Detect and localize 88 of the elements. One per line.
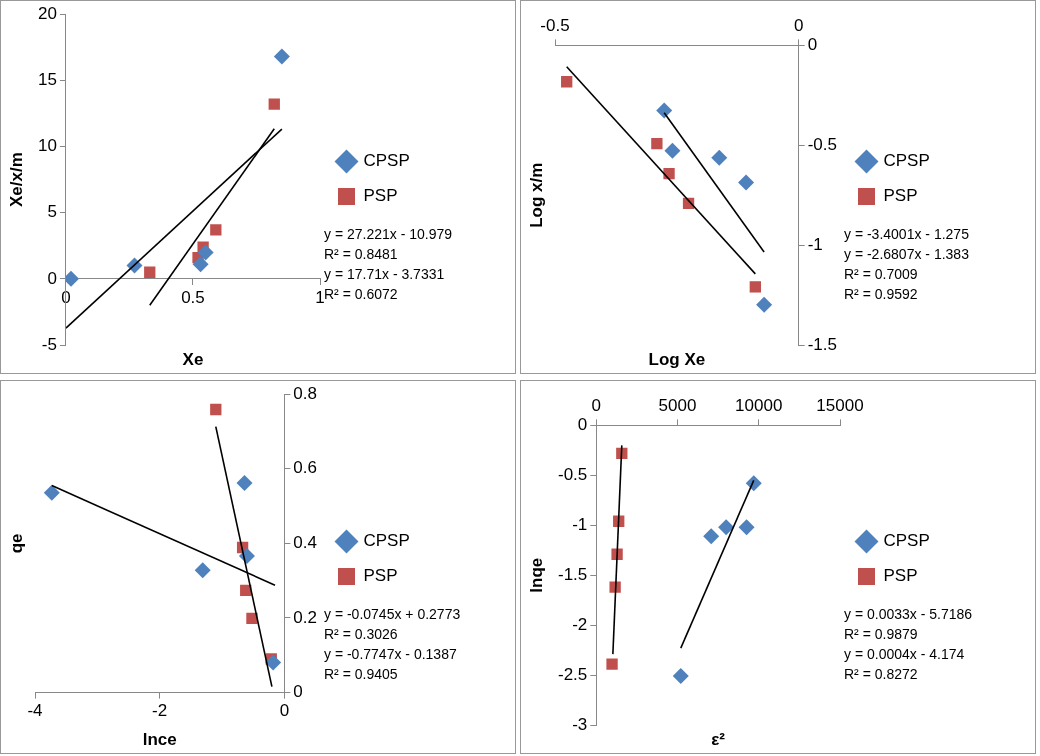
y-tick-label: 0 — [293, 682, 303, 702]
y-tick-label: -1 — [807, 234, 823, 254]
legend-label: PSP — [363, 566, 398, 586]
y-tick-label: 0.6 — [293, 458, 318, 478]
y-tick-label: -1.5 — [807, 334, 837, 354]
y-tick-label: -3 — [572, 714, 588, 734]
x-tick-label: 5000 — [658, 395, 697, 415]
point — [656, 102, 673, 119]
y-tick-label: 0.4 — [293, 533, 318, 553]
point — [749, 281, 761, 293]
legend-label: CPSP — [883, 531, 930, 551]
text: R² = 0.9879 — [844, 625, 918, 642]
point — [194, 562, 211, 579]
x-axis-title: Xe — [182, 350, 204, 370]
point — [738, 174, 755, 191]
legend-label: PSP — [883, 186, 918, 206]
point — [711, 149, 728, 166]
text: R² = 0.8481 — [324, 245, 398, 262]
point — [265, 654, 282, 671]
y-tick-label: 0 — [47, 268, 57, 288]
point — [210, 403, 222, 416]
point — [651, 138, 663, 150]
text: y = 27.221x - 10.979 — [324, 225, 453, 242]
legend-label: CPSP — [363, 151, 410, 171]
y-axis-title: Log x/m — [526, 162, 546, 228]
point — [756, 296, 773, 313]
text: R² = 0.7009 — [844, 265, 918, 282]
x-tick-label: 0.5 — [181, 287, 205, 307]
legend-label: PSP — [883, 566, 918, 586]
y-tick-label: -1.5 — [558, 564, 588, 584]
y-tick-label: -5 — [41, 334, 57, 354]
text: y = -0.7747x - 0.1387 — [324, 645, 457, 662]
text: R² = 0.9592 — [844, 285, 918, 302]
text: y = -3.4001x - 1.275 — [844, 225, 970, 242]
point — [43, 484, 60, 501]
text: y = 0.0033x - 5.7186 — [844, 605, 973, 622]
x-tick-label: 0 — [61, 287, 71, 307]
point — [664, 142, 681, 159]
y-tick-label: -2.5 — [558, 664, 588, 684]
point — [606, 658, 618, 670]
y-tick-label: 0 — [807, 35, 818, 55]
point — [703, 528, 720, 545]
y-tick-label: 20 — [37, 3, 57, 23]
legend-label: CPSP — [883, 151, 930, 171]
y-axis-title: lnqe — [526, 557, 546, 593]
y-tick-label: 0.8 — [293, 383, 318, 403]
point — [738, 519, 755, 536]
point — [273, 48, 290, 65]
y-tick-label: 0 — [577, 415, 588, 435]
x-tick-label: -4 — [27, 701, 43, 721]
y-axis-title: Xe/x/m — [6, 152, 26, 208]
x-tick-label: 10000 — [735, 395, 783, 415]
x-tick-label: 0 — [279, 701, 290, 721]
y-tick-label: -0.5 — [558, 465, 588, 485]
legend-label: PSP — [363, 186, 398, 206]
y-tick-label: 0.2 — [293, 607, 318, 627]
y-tick-label: 10 — [37, 136, 57, 156]
text: R² = 0.8272 — [844, 665, 918, 682]
y-tick-label: 5 — [47, 202, 57, 222]
text: R² = 0.3026 — [324, 625, 398, 642]
point — [268, 98, 280, 110]
point — [192, 256, 209, 273]
y-tick-label: -1 — [572, 514, 588, 534]
x-axis-title: ε² — [711, 730, 726, 750]
x-tick-label: 1 — [315, 287, 325, 307]
x-axis-title: lnce — [142, 730, 177, 750]
text: y = -0.0745x + 0.2773 — [324, 605, 461, 622]
point — [144, 266, 156, 278]
text: R² = 0.9405 — [324, 665, 398, 682]
x-tick-label: 15000 — [816, 395, 864, 415]
point — [718, 519, 735, 536]
point — [561, 76, 573, 88]
x-tick-label: -2 — [152, 701, 168, 721]
text: y = -2.6807x - 1.383 — [844, 245, 970, 262]
y-tick-label: -0.5 — [807, 134, 837, 154]
y-tick-label: -2 — [572, 614, 588, 634]
text: R² = 0.6072 — [324, 285, 398, 302]
legend-label: CPSP — [363, 531, 410, 551]
point — [210, 224, 222, 236]
point — [236, 474, 253, 491]
x-tick-label: 0 — [591, 395, 602, 415]
text: y = 0.0004x - 4.174 — [844, 645, 965, 662]
point — [197, 244, 214, 261]
text: y = 17.71x - 3.7331 — [324, 265, 445, 282]
y-axis-title: qe — [6, 533, 26, 554]
point — [672, 668, 689, 685]
y-tick-label: 15 — [37, 70, 57, 90]
x-axis-title: Log Xe — [648, 350, 706, 370]
